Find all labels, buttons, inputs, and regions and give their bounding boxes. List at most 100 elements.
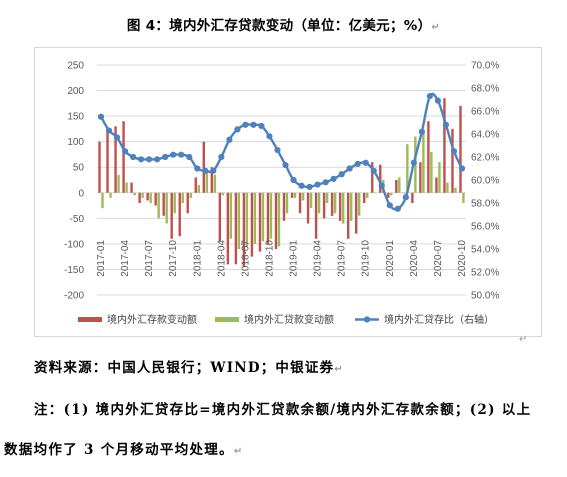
ratio-point xyxy=(290,176,297,184)
ratio-point xyxy=(242,121,249,128)
deposit-bar xyxy=(122,121,125,193)
loan-bar xyxy=(245,192,249,247)
x-axis: 2017-01 2017-04 2017-07 2017-10 2018-01 2018-… xyxy=(96,240,468,277)
left-tick-label: 0 xyxy=(78,188,84,199)
ratio-point xyxy=(194,165,201,172)
loan-bar xyxy=(253,192,257,244)
loan-bar xyxy=(229,192,233,239)
deposit-bar xyxy=(98,141,101,193)
ratio-point xyxy=(178,151,185,158)
left-tick-label: -150 xyxy=(64,265,84,276)
right-tick-label: 64.0% xyxy=(471,130,499,141)
deposit-bar xyxy=(459,105,462,193)
caption-text: 图 4：境内外汇存贷款变动（单位：亿美元；%） xyxy=(126,18,432,34)
deposit-bar xyxy=(306,192,310,224)
note-text-2: 数据均作了 3 个月移动平均处理。 xyxy=(4,442,234,458)
left-tick-label: -50 xyxy=(70,214,85,225)
legend-label: 境内外汇存款变动额 xyxy=(107,313,197,326)
deposit-bar xyxy=(411,192,414,203)
paragraph-mark: ↵ xyxy=(334,364,344,375)
deposit-bar xyxy=(218,192,222,242)
ratio-line xyxy=(97,92,466,212)
right-tick-label: 52.0% xyxy=(471,268,499,279)
legend-marker xyxy=(363,316,371,323)
loan-bar xyxy=(133,192,136,196)
left-tick-label: 250 xyxy=(67,61,84,72)
ratio-point xyxy=(97,113,105,120)
loan-bar xyxy=(406,144,409,193)
deposit-bar xyxy=(379,164,382,193)
ratio-point xyxy=(354,160,361,167)
chart: -200 -150 -100 -50 0 50 100 150 200 250 50.0% 52.0… xyxy=(64,61,499,327)
right-tick-label: 56.0% xyxy=(471,222,499,233)
ratio-point xyxy=(322,179,329,186)
deposit-bar xyxy=(234,192,238,265)
ratio-point xyxy=(274,147,281,154)
deposit-bar xyxy=(427,121,430,193)
ratio-point xyxy=(410,159,417,166)
right-tick-label: 66.0% xyxy=(471,107,499,118)
deposit-bar xyxy=(162,192,165,216)
ratio-point xyxy=(426,92,434,100)
deposit-bar xyxy=(282,192,286,221)
loan-bar xyxy=(358,192,361,216)
legend: 境内外汇存款变动额 境内外汇贷款变动额 境内外汇贷存比（右轴） xyxy=(78,313,494,326)
ratio-point xyxy=(386,202,393,209)
deposit-bar xyxy=(290,192,294,198)
deposit-bar xyxy=(314,192,318,239)
loan-bar xyxy=(205,172,208,193)
deposit-bar xyxy=(451,128,454,193)
loan-bar xyxy=(189,192,192,198)
loan-bar xyxy=(269,192,273,239)
ratio-point xyxy=(306,183,313,190)
deposit-bar xyxy=(435,177,438,193)
ratio-point xyxy=(138,156,145,163)
loan-bar xyxy=(157,192,160,219)
ratio-point xyxy=(402,194,409,201)
legend-label: 境内外汇贷款变动额 xyxy=(244,313,334,326)
left-tick-label: 150 xyxy=(67,112,84,123)
ratio-point xyxy=(218,153,225,161)
paragraph-mark: ↵ xyxy=(519,334,528,345)
loan-bar xyxy=(301,192,305,201)
deposit-bar xyxy=(202,141,205,193)
note-text-1: 注：(1) 境内外汇贷存比=境内外汇贷款余额/境内外汇存款余额；(2) 以上 xyxy=(34,402,532,418)
ratio-point xyxy=(330,175,337,182)
deposit-bar xyxy=(170,192,173,239)
right-tick-label: 54.0% xyxy=(471,245,499,256)
ratio-point xyxy=(234,126,241,133)
ratio-point xyxy=(394,205,401,212)
ratio-point xyxy=(450,148,458,155)
paragraph-mark: ↵ xyxy=(431,22,441,33)
legend-swatch xyxy=(78,317,102,322)
left-tick-label: 200 xyxy=(67,86,84,97)
legend-label: 境内外汇贷存比（右轴） xyxy=(384,313,494,326)
deposit-bar xyxy=(346,192,350,239)
right-tick-label: 58.0% xyxy=(471,199,499,210)
loan-bar xyxy=(398,177,401,193)
deposit-bar xyxy=(298,192,302,214)
loan-bar xyxy=(213,174,217,193)
deposit-bar xyxy=(138,192,141,203)
ratio-point xyxy=(458,165,466,172)
loan-bar xyxy=(430,151,433,193)
loan-bar xyxy=(285,192,289,214)
ratio-point xyxy=(226,136,233,143)
right-tick-label: 70.0% xyxy=(471,61,499,72)
ratio-point xyxy=(266,133,273,140)
x-tick-label: 2020-07 xyxy=(433,240,444,277)
deposit-bar xyxy=(146,192,149,201)
ratio-point xyxy=(210,167,217,174)
ratio-point xyxy=(121,148,129,155)
ratio-point xyxy=(346,165,353,172)
ratio-point xyxy=(442,121,450,128)
loan-bar xyxy=(101,192,104,209)
ratio-point xyxy=(162,153,169,161)
x-tick-label: 2018-01 xyxy=(192,240,203,277)
deposit-bar xyxy=(330,192,334,216)
x-tick-label: 2018-07 xyxy=(240,240,251,277)
ratio-point xyxy=(113,134,121,141)
loan-bar xyxy=(149,192,152,203)
loan-bar xyxy=(237,192,241,249)
ratio-point xyxy=(282,161,289,169)
